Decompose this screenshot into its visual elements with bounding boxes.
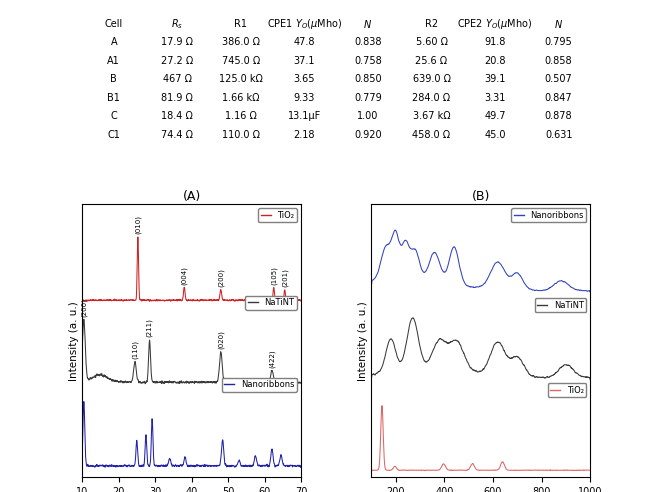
Text: (110): (110) bbox=[132, 340, 138, 359]
Text: (200): (200) bbox=[81, 298, 87, 317]
Text: (201): (201) bbox=[281, 269, 288, 287]
Text: (211): (211) bbox=[146, 319, 153, 338]
Text: (004): (004) bbox=[181, 266, 188, 284]
Legend: Nanoribbons: Nanoribbons bbox=[222, 377, 297, 392]
Text: (010): (010) bbox=[134, 215, 141, 234]
Y-axis label: Intensity (a. u.): Intensity (a. u.) bbox=[70, 301, 79, 380]
Text: (200): (200) bbox=[218, 268, 224, 287]
Text: (422): (422) bbox=[269, 350, 275, 369]
Title: (A): (A) bbox=[182, 190, 201, 203]
Text: (020): (020) bbox=[218, 330, 224, 349]
Text: (105): (105) bbox=[270, 266, 277, 285]
Title: (B): (B) bbox=[472, 190, 490, 203]
Legend: TiO₂: TiO₂ bbox=[548, 383, 586, 397]
Y-axis label: Intensity (a. u.): Intensity (a. u.) bbox=[358, 301, 369, 380]
